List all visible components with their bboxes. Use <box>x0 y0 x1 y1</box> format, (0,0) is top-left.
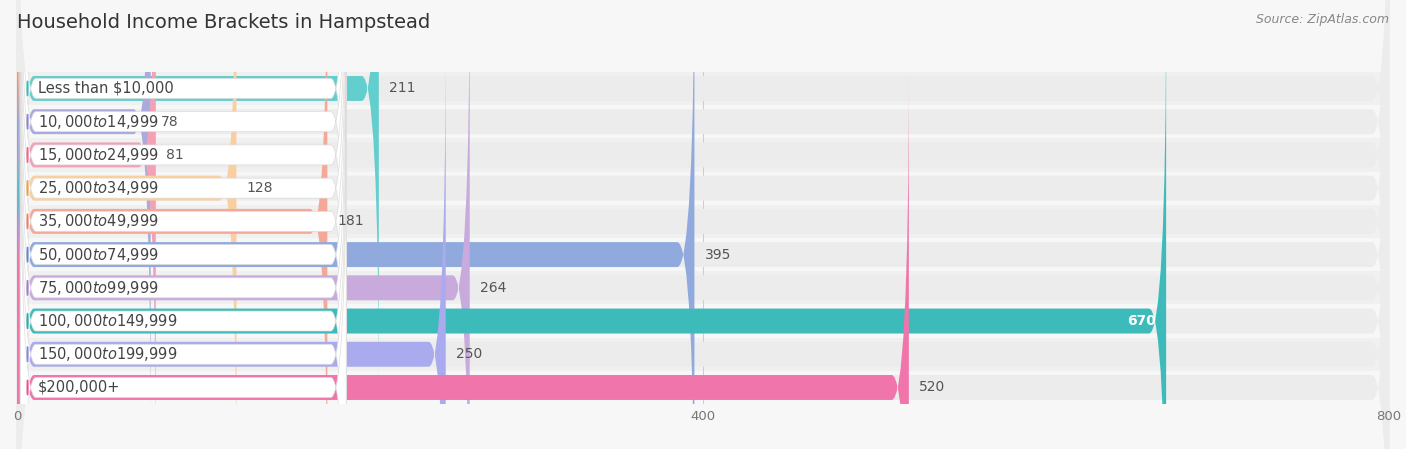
Text: Household Income Brackets in Hampstead: Household Income Brackets in Hampstead <box>17 13 430 32</box>
FancyBboxPatch shape <box>17 35 446 449</box>
FancyBboxPatch shape <box>17 0 156 449</box>
Text: Less than $10,000: Less than $10,000 <box>38 81 174 96</box>
Text: $200,000+: $200,000+ <box>38 380 121 395</box>
Text: 181: 181 <box>337 214 364 229</box>
FancyBboxPatch shape <box>17 371 1389 404</box>
FancyBboxPatch shape <box>17 0 1389 449</box>
Text: 78: 78 <box>160 114 179 129</box>
FancyBboxPatch shape <box>17 1 1166 449</box>
FancyBboxPatch shape <box>17 0 328 449</box>
FancyBboxPatch shape <box>17 0 378 408</box>
FancyBboxPatch shape <box>20 0 346 449</box>
FancyBboxPatch shape <box>17 172 1389 205</box>
FancyBboxPatch shape <box>17 1 1389 449</box>
FancyBboxPatch shape <box>20 0 346 449</box>
FancyBboxPatch shape <box>20 65 346 449</box>
FancyBboxPatch shape <box>17 72 1389 105</box>
FancyBboxPatch shape <box>17 0 1389 441</box>
FancyBboxPatch shape <box>17 0 695 449</box>
Text: $10,000 to $14,999: $10,000 to $14,999 <box>38 113 159 131</box>
FancyBboxPatch shape <box>17 35 1389 449</box>
Text: $100,000 to $149,999: $100,000 to $149,999 <box>38 312 177 330</box>
FancyBboxPatch shape <box>17 304 1389 338</box>
FancyBboxPatch shape <box>17 68 908 449</box>
FancyBboxPatch shape <box>17 68 1389 449</box>
FancyBboxPatch shape <box>20 98 346 449</box>
Text: Source: ZipAtlas.com: Source: ZipAtlas.com <box>1256 13 1389 26</box>
Text: 264: 264 <box>479 281 506 295</box>
FancyBboxPatch shape <box>17 0 1389 449</box>
FancyBboxPatch shape <box>17 0 1389 449</box>
FancyBboxPatch shape <box>17 271 1389 304</box>
FancyBboxPatch shape <box>20 0 346 449</box>
Text: 670: 670 <box>1128 314 1156 328</box>
Text: 81: 81 <box>166 148 184 162</box>
FancyBboxPatch shape <box>17 0 150 441</box>
Text: $15,000 to $24,999: $15,000 to $24,999 <box>38 146 159 164</box>
FancyBboxPatch shape <box>17 205 1389 238</box>
FancyBboxPatch shape <box>17 0 1389 408</box>
FancyBboxPatch shape <box>17 0 1389 449</box>
FancyBboxPatch shape <box>17 238 1389 271</box>
Text: 128: 128 <box>246 181 273 195</box>
Text: $35,000 to $49,999: $35,000 to $49,999 <box>38 212 159 230</box>
Text: 520: 520 <box>920 380 945 395</box>
FancyBboxPatch shape <box>20 32 346 449</box>
FancyBboxPatch shape <box>17 0 470 449</box>
FancyBboxPatch shape <box>17 0 236 449</box>
Text: $150,000 to $199,999: $150,000 to $199,999 <box>38 345 177 363</box>
Text: 211: 211 <box>389 81 416 96</box>
FancyBboxPatch shape <box>17 338 1389 371</box>
Text: $75,000 to $99,999: $75,000 to $99,999 <box>38 279 159 297</box>
FancyBboxPatch shape <box>17 138 1389 172</box>
FancyBboxPatch shape <box>20 0 346 449</box>
FancyBboxPatch shape <box>20 0 346 444</box>
Text: $50,000 to $74,999: $50,000 to $74,999 <box>38 246 159 264</box>
FancyBboxPatch shape <box>17 0 1389 449</box>
Text: 250: 250 <box>456 347 482 361</box>
Text: $25,000 to $34,999: $25,000 to $34,999 <box>38 179 159 197</box>
FancyBboxPatch shape <box>17 105 1389 138</box>
FancyBboxPatch shape <box>20 0 346 378</box>
FancyBboxPatch shape <box>20 0 346 411</box>
Text: 395: 395 <box>704 247 731 262</box>
